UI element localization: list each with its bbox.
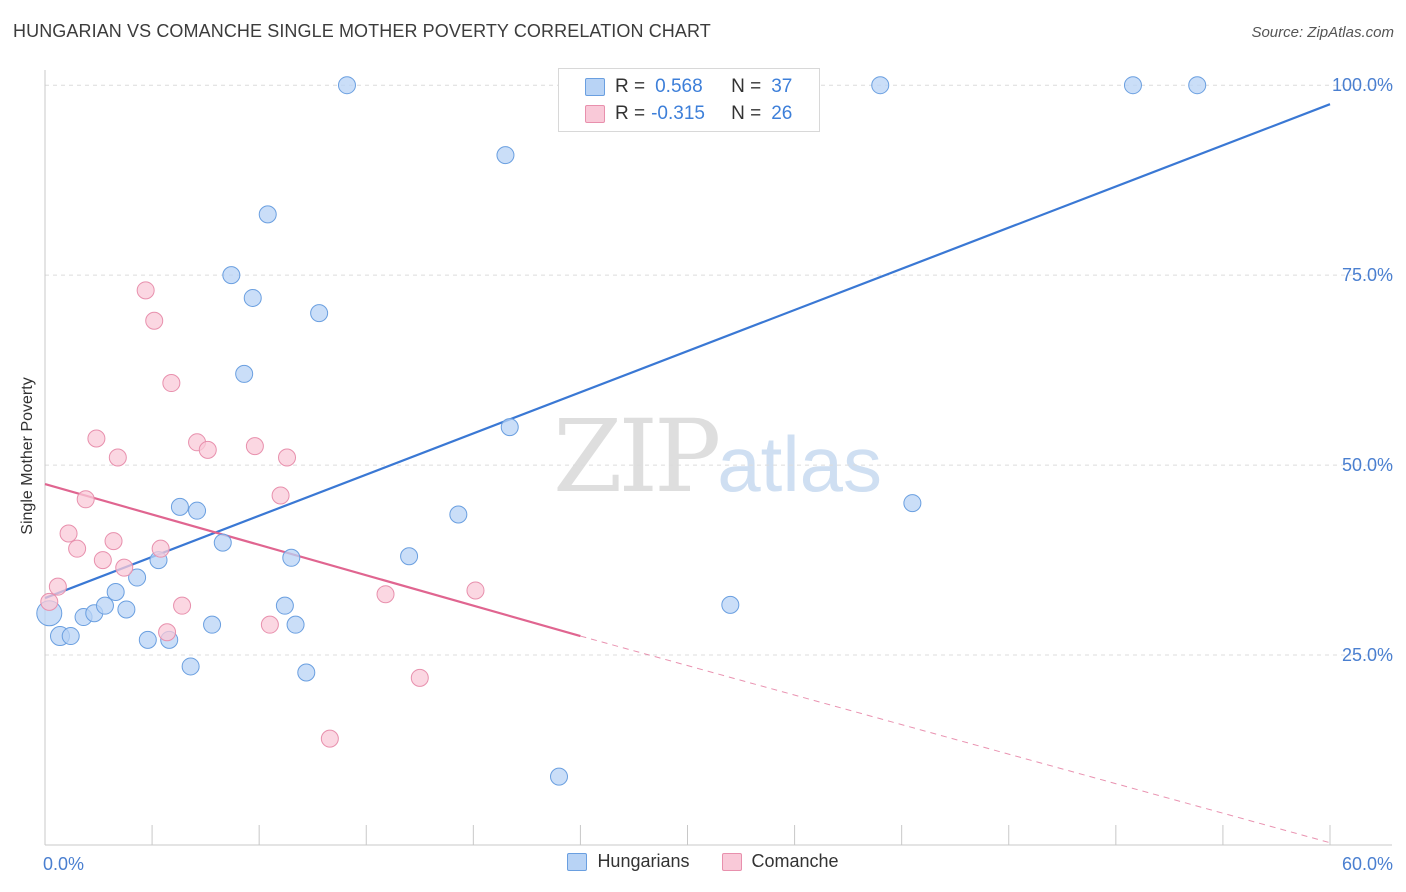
point-comanche [76,490,95,509]
y-tick-label: 50.0% [1342,455,1393,475]
watermark-zip: ZIP [553,398,721,515]
point-hungarians [106,582,125,601]
point-comanche [173,596,192,615]
series-swatch-comanche [721,852,742,871]
legend-row-comanche: R = -0.315 N = 26 [585,101,792,127]
point-comanche [320,729,339,748]
point-hungarians [496,146,515,165]
point-hungarians [550,767,568,786]
point-hungarians [95,596,114,615]
series-swatch-hungarians [567,852,588,871]
watermark-atlas: atlas [717,420,883,508]
point-hungarians [258,205,277,224]
point-comanche [87,429,106,448]
point-comanche [466,581,485,600]
point-hungarians [222,266,241,285]
point-hungarians [903,494,922,513]
legend-n-label: N = [731,76,762,97]
watermark: ZIPatlas [553,398,882,515]
point-comanche [59,524,78,543]
point-hungarians [188,501,207,520]
trend-lines [44,103,1331,844]
legend-n-value: 37 [771,76,793,97]
data-points [36,76,1207,786]
source-credit: Source: ZipAtlas.com [1251,24,1394,41]
point-comanche [104,532,123,551]
point-hungarians [449,505,468,524]
point-comanche [145,311,164,330]
point-hungarians [286,615,305,634]
point-comanche [68,539,87,558]
trend-line-hungarians [44,103,1331,600]
point-hungarians [310,304,329,323]
point-comanche [151,539,170,558]
legend-r-label: R = [615,76,646,97]
y-tick-label: 25.0% [1342,645,1393,665]
point-hungarians [138,630,157,649]
point-comanche [198,440,217,459]
legend-r-value: -0.315 [651,103,705,124]
trend-line-extension-comanche [580,635,1331,844]
x-tick-label: 0.0% [43,854,84,874]
legend-n-label: N = [731,103,762,124]
legend-r-value: 0.568 [655,76,703,97]
point-hungarians [297,663,316,682]
point-hungarians [337,76,356,95]
point-hungarians [213,533,232,552]
tick-labels: 25.0% 50.0% 75.0% 100.0% 0.0% 60.0% [43,75,1393,874]
point-comanche [260,615,279,634]
point-comanche [162,374,181,393]
point-hungarians [282,548,301,567]
chart-title: HUNGARIAN VS COMANCHE SINGLE MOTHER POVE… [13,21,711,41]
point-comanche [115,558,134,577]
legend-swatch-hungarians [585,78,605,96]
point-comanche [376,585,395,604]
point-hungarians [170,497,189,516]
point-hungarians [500,418,519,437]
point-hungarians [128,568,147,587]
point-hungarians [181,657,200,676]
series-name-comanche: Comanche [751,851,839,871]
y-tick-label: 75.0% [1342,265,1393,285]
point-comanche [48,577,67,596]
y-tick-label: 100.0% [1332,75,1393,95]
series-name-hungarians: Hungarians [597,851,690,871]
legend-n-value: 26 [771,103,793,124]
series-legend: Hungarians Comanche [0,851,1406,872]
x-tick-label: 60.0% [1342,854,1393,874]
point-comanche [93,551,112,570]
series-legend-hungarians[interactable]: Hungarians [567,851,690,872]
legend-row-hungarians: R = 0.568 N = 37 [585,74,792,100]
point-comanche [410,668,429,687]
point-hungarians [61,627,80,646]
trend-line-comanche [44,483,581,638]
legend-swatch-comanche [585,105,605,123]
point-hungarians [721,595,740,614]
point-hungarians [1188,76,1207,95]
point-comanche [158,623,177,642]
series-legend-comanche[interactable]: Comanche [721,851,839,872]
point-hungarians [243,288,262,307]
point-comanche [271,486,290,505]
point-comanche [278,448,297,467]
point-hungarians [235,364,254,383]
point-hungarians [871,76,890,95]
point-hungarians [1123,76,1142,95]
point-hungarians [275,596,294,615]
legend-r-label: R = [615,103,646,124]
point-hungarians [117,600,136,619]
point-hungarians [400,547,419,566]
correlation-legend: R = 0.568 N = 37 R = -0.315 N = 26 [558,68,820,132]
point-comanche [136,281,155,300]
point-hungarians [203,615,222,634]
axes [44,70,1392,846]
point-comanche [108,448,127,467]
point-comanche [245,437,264,456]
point-comanche [40,592,59,611]
